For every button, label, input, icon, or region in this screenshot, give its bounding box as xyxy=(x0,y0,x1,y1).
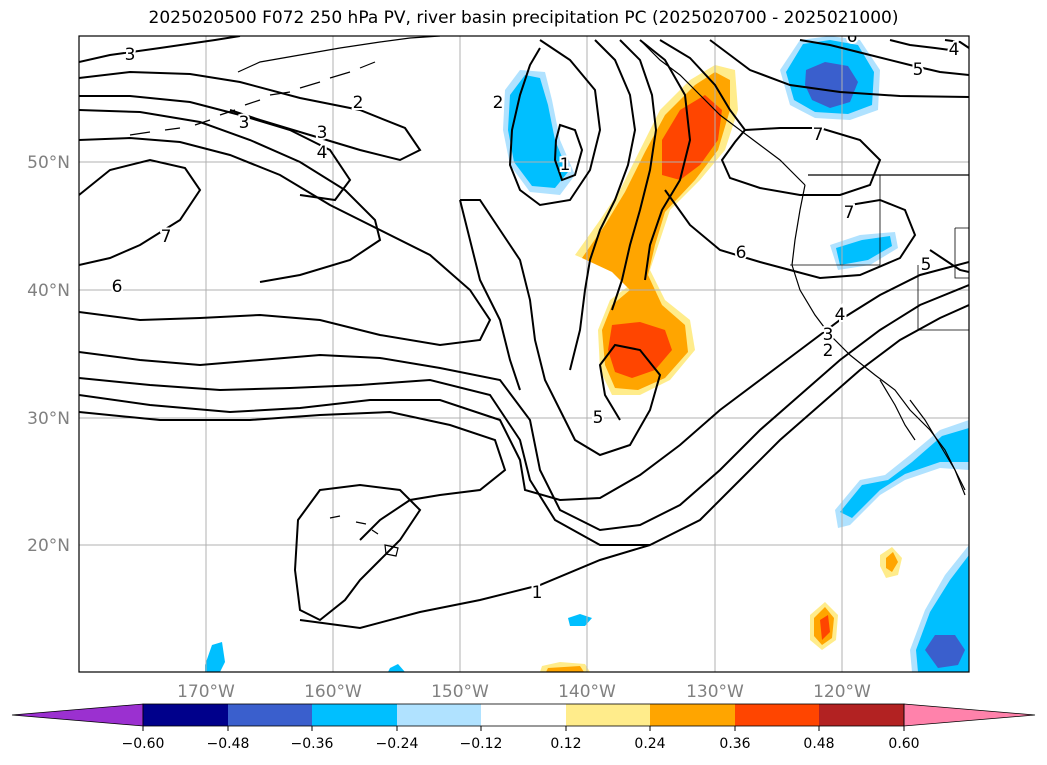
contour-label: 7 xyxy=(844,203,855,223)
contour-label: 6 xyxy=(112,277,123,297)
alaska-coast xyxy=(237,36,441,73)
contour-label: 6 xyxy=(847,27,858,47)
contour-labels: 3 2 3 3 4 7 6 2 1 5 6 7 7 5 4 3 2 6 1 5 … xyxy=(110,27,962,605)
colorbar-tick-label: 0.60 xyxy=(888,736,919,752)
colorbar-tick-label: −0.36 xyxy=(291,736,334,752)
colorbar: −0.60 −0.48 −0.36 −0.24 −0.12 0.12 0.24 … xyxy=(11,703,1036,752)
positive-region-red-north xyxy=(662,95,722,180)
pv-contours xyxy=(79,36,969,630)
precip-shading xyxy=(205,36,969,672)
map-panel: 3 2 3 3 4 7 6 2 1 5 6 7 7 5 4 3 2 6 1 5 … xyxy=(79,27,969,672)
contour-label: 2 xyxy=(823,341,834,361)
hawaii-islands xyxy=(329,515,399,557)
contour-label: 2 xyxy=(353,93,364,113)
contour-label: 5 xyxy=(913,60,924,80)
colorbar-tick-label: 0.36 xyxy=(719,736,750,752)
colorbar-segment xyxy=(228,704,312,726)
contour-label: 7 xyxy=(161,227,172,247)
colorbar-extend-high xyxy=(903,703,1036,727)
lon-tick-label: 130°W xyxy=(686,682,744,702)
colorbar-segment xyxy=(312,704,397,726)
contour-label: 3 xyxy=(239,113,250,133)
map-frame xyxy=(78,35,970,673)
colorbar-segment xyxy=(650,704,735,726)
contour-label: 1 xyxy=(532,583,543,603)
contour-label: 4 xyxy=(835,305,846,325)
lat-tick-label: 50°N xyxy=(27,153,70,173)
colorbar-segment xyxy=(143,704,228,726)
lat-tick-labels: 50°N 40°N 30°N 20°N xyxy=(27,153,70,556)
colorbar-tick-label: 0.48 xyxy=(803,736,834,752)
colorbar-tick-label: −0.48 xyxy=(207,736,250,752)
colorbar-tick-label: −0.24 xyxy=(376,736,419,752)
lon-tick-labels: 170°W 160°W 150°W 140°W 130°W 120°W xyxy=(177,682,871,702)
lon-tick-label: 150°W xyxy=(431,682,489,702)
lat-tick-label: 20°N xyxy=(27,536,70,556)
colorbar-segment xyxy=(566,704,650,726)
lat-tick-label: 40°N xyxy=(27,281,70,301)
contour-label: 3 xyxy=(317,123,328,143)
colorbar-tick-label: 0.24 xyxy=(634,736,665,752)
contour-label: 6 xyxy=(736,243,747,263)
lon-tick-label: 120°W xyxy=(813,682,871,702)
contour-label: 4 xyxy=(317,143,328,163)
map-title: 2025020500 F072 250 hPa PV, river basin … xyxy=(148,8,899,28)
lon-tick-label: 140°W xyxy=(558,682,616,702)
contour-label: 2 xyxy=(493,93,504,113)
colorbar-segment xyxy=(397,704,481,726)
contour-label: 1 xyxy=(560,155,571,175)
colorbar-segment xyxy=(819,704,904,726)
colorbar-tick-label: 0.12 xyxy=(550,736,581,752)
contour-label: 7 xyxy=(813,125,824,145)
contour-label: 3 xyxy=(125,45,136,65)
lon-tick-label: 160°W xyxy=(304,682,362,702)
colorbar-segment xyxy=(481,704,566,726)
us-west-coast xyxy=(791,184,966,491)
colorbar-extend-low xyxy=(11,703,144,727)
lon-tick-label: 170°W xyxy=(177,682,235,702)
colorbar-tick-label: −0.12 xyxy=(460,736,503,752)
colorbar-segment xyxy=(735,704,819,726)
contour-label: 3 xyxy=(823,325,834,345)
baja xyxy=(879,379,916,441)
contour-label: 4 xyxy=(949,40,960,60)
contour-label: 5 xyxy=(921,255,932,275)
colorbar-tick-label: −0.60 xyxy=(122,736,165,752)
lat-tick-label: 30°N xyxy=(27,409,70,429)
contour-label: 5 xyxy=(593,408,604,428)
mexico-coast xyxy=(909,399,966,496)
